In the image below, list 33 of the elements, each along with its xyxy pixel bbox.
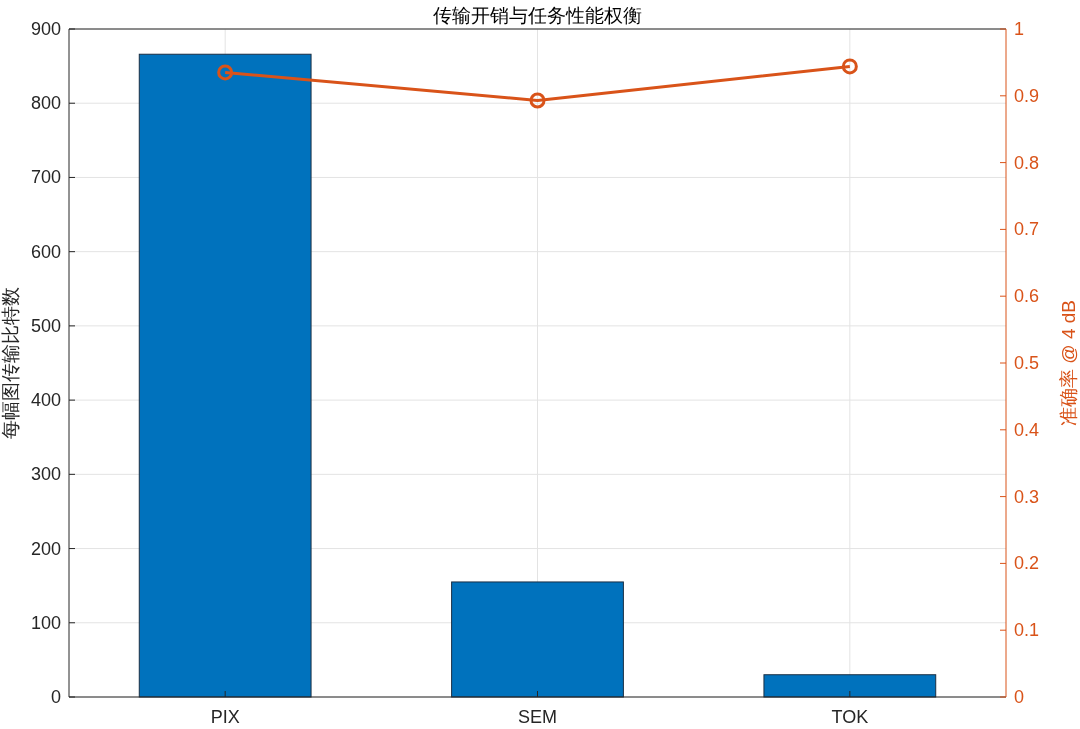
y-tick-label: 700 — [30, 167, 61, 188]
x-tick-label: SEM — [517, 707, 558, 727]
y-axis-title: 每幅图传输比特数 — [0, 287, 21, 439]
y-tick-label: 300 — [30, 464, 61, 485]
bar — [763, 674, 937, 698]
y2-axis-title: 准确率 @ 4 dB — [1058, 300, 1079, 426]
y2-tick-label: 0.5 — [1014, 353, 1040, 373]
y-tick-label: 800 — [30, 93, 61, 114]
y2-tick-label: 0.9 — [1014, 85, 1040, 106]
y2-tick-label: 0.6 — [1014, 286, 1040, 307]
y2-tick-label: 0 — [1014, 687, 1025, 707]
y2-tick-label: 1 — [1014, 19, 1025, 39]
chart-title: 传输开销与任务性能权衡 — [433, 5, 642, 26]
y2-tick-label: 0.3 — [1014, 486, 1040, 507]
y-tick-label: 600 — [30, 241, 61, 262]
x-tick-label: PIX — [210, 707, 240, 727]
point — [217, 64, 234, 81]
point — [529, 92, 546, 109]
y-tick-label: 900 — [30, 19, 61, 39]
y2-tick-label: 0.2 — [1014, 553, 1040, 574]
x-tick-label: TOK — [831, 707, 869, 727]
y-tick-label: 0 — [50, 687, 61, 707]
y-tick-label: 400 — [30, 390, 61, 411]
y2-tick-label: 0.8 — [1014, 152, 1040, 173]
bar — [138, 53, 312, 698]
y2-tick-label: 0.4 — [1014, 419, 1040, 440]
y2-tick-label: 0.1 — [1014, 620, 1040, 641]
y2-tick-label: 0.7 — [1014, 219, 1040, 240]
bar — [451, 581, 624, 698]
y-tick-label: 100 — [30, 612, 61, 633]
point — [841, 58, 858, 75]
y-tick-label: 500 — [30, 315, 61, 336]
y-tick-label: 200 — [30, 538, 61, 559]
